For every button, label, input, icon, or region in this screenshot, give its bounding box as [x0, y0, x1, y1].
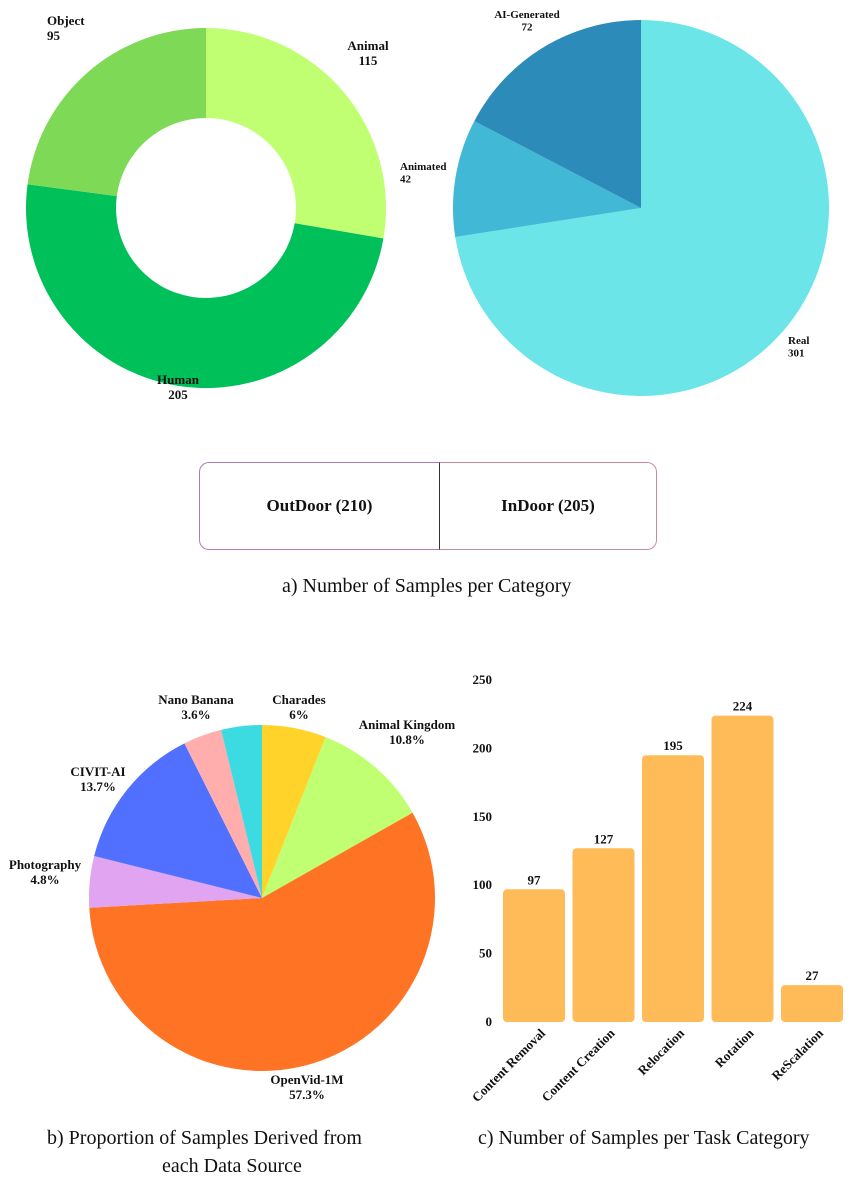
label-animated: Animated 42	[400, 161, 446, 186]
slice-real	[455, 20, 829, 396]
indoor-label: InDoor (205)	[501, 496, 595, 515]
bar-value-label: 127	[594, 831, 614, 846]
image-type-pie-chart: Real 301 Animated 42 AI-Generated 72	[400, 9, 829, 396]
slice-photography	[89, 856, 262, 908]
label-animal-kingdom: Animal Kingdom 10.8%	[359, 717, 456, 747]
y-tick-label: 200	[473, 740, 493, 755]
outdoor-label: OutDoor (210)	[266, 496, 373, 515]
slice-animated	[453, 121, 641, 238]
slice-human	[25, 184, 384, 389]
caption-a: a) Number of Samples per Category	[282, 575, 571, 597]
bar-value-label: 224	[733, 699, 753, 714]
indoor-segment: InDoor (205)	[440, 462, 657, 550]
x-tick-label: Relocation	[635, 1025, 688, 1078]
bar-value-label: 195	[663, 738, 683, 753]
bar-relocation	[642, 755, 704, 1022]
label-animal: Animal 115	[347, 38, 389, 68]
x-tick-label: Content Creation	[539, 1025, 619, 1105]
bar-content-creation	[572, 848, 635, 1022]
y-tick-label: 50	[479, 946, 492, 961]
label-civit-ai: CIVIT-AI 13.7%	[70, 764, 125, 794]
slice-animal	[206, 28, 386, 239]
slice-unlabeled-6	[221, 725, 262, 898]
bar-value-label: 97	[528, 872, 542, 887]
slice-animal-kingdom	[262, 737, 413, 898]
bar-rescalation	[781, 985, 843, 1022]
data-source-pie-chart: Charades 6% Animal Kingdom 10.8% OpenVid-1M 5…	[9, 692, 456, 1102]
slice-charades	[262, 725, 326, 898]
x-tick-label: ReScalation	[769, 1025, 827, 1083]
slice-openvid-1m	[89, 812, 436, 1072]
bar-content-removal	[503, 889, 565, 1022]
y-tick-label: 250	[473, 672, 493, 687]
task-category-bar-chart: 0 50 100 150 200 250 97 Content Removal 127 Conte…	[469, 672, 843, 1105]
y-tick-label: 100	[473, 877, 493, 892]
bar-rotation	[711, 715, 774, 1022]
x-tick-label: Content Removal	[469, 1025, 549, 1105]
category-donut-chart: Animal 115 Human 205 Object 95	[25, 13, 389, 402]
slice-civit-ai	[94, 743, 263, 898]
label-object: Object 95	[47, 13, 85, 43]
caption-c: c) Number of Samples per Task Category	[478, 1127, 809, 1149]
label-charades: Charades 6%	[272, 692, 325, 722]
caption-b-line2: each Data Source	[162, 1155, 302, 1177]
label-openvid-1m: OpenVid-1M 57.3%	[270, 1072, 343, 1102]
y-tick-label: 150	[473, 809, 493, 824]
x-tick-label: Rotation	[712, 1025, 757, 1070]
bar-value-label: 27	[806, 968, 820, 983]
slice-object	[27, 28, 207, 197]
slice-nano-banana	[184, 729, 262, 898]
label-real: Real 301	[788, 335, 809, 360]
outdoor-segment: OutDoor (210)	[199, 462, 440, 550]
y-tick-label: 0	[486, 1014, 493, 1029]
slice-ai-generated	[474, 20, 641, 208]
label-photography: Photography 4.8%	[9, 857, 82, 887]
caption-b-line1: b) Proportion of Samples Derived from	[47, 1127, 362, 1149]
label-ai-generated: AI-Generated 72	[494, 9, 559, 34]
label-nano-banana: Nano Banana 3.6%	[158, 692, 234, 722]
label-human: Human 205	[157, 372, 200, 402]
